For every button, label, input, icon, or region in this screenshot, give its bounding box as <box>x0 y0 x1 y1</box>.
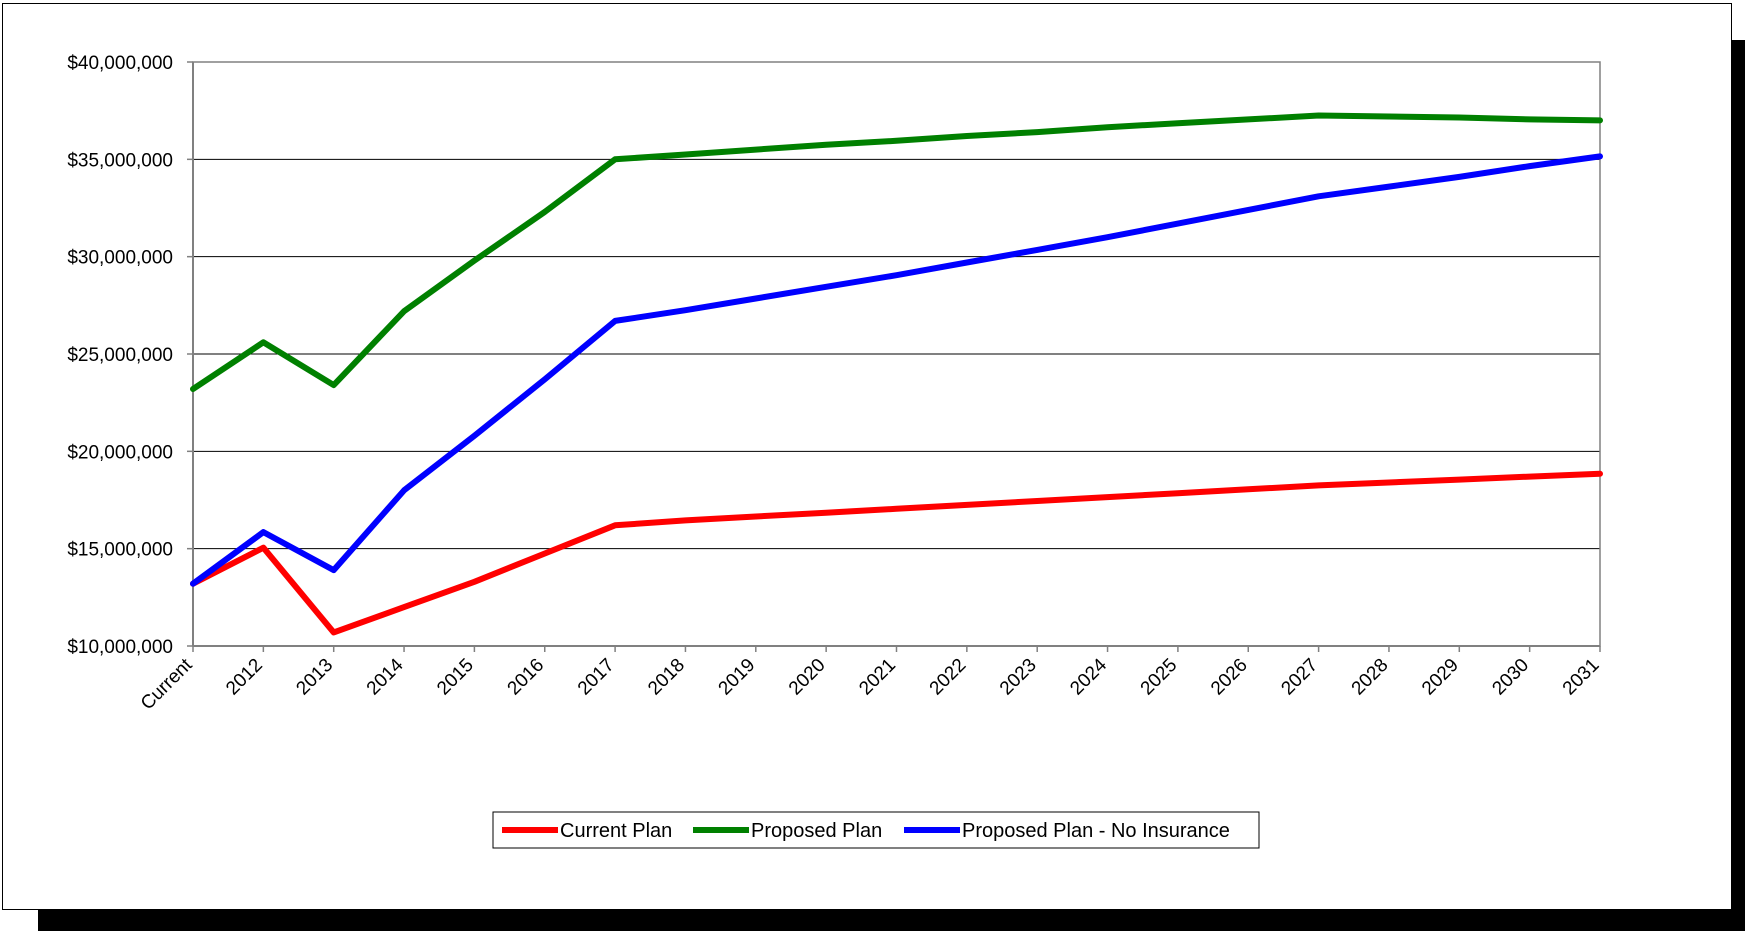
series-line-proposed-plan <box>190 112 1603 392</box>
x-tick-label: 2029 <box>1418 655 1463 700</box>
legend-box <box>492 811 1260 849</box>
x-axis-ticks: Current 2012 2013 2014 2015 2016 2017 2018 2019 2… <box>137 646 1604 714</box>
legend-label: Proposed Plan <box>751 820 882 842</box>
legend: Current Plan Proposed Plan Proposed Plan -… <box>492 811 1260 849</box>
y-axis-ticks: $10,000,000 $15,000,000 $20,000,000 $25,000… <box>67 53 193 658</box>
x-tick-label: 2030 <box>1488 655 1533 700</box>
series-lines <box>190 112 1603 636</box>
chart-frame <box>2 3 1732 910</box>
y-tick-label: $25,000,000 <box>67 345 173 366</box>
legend-label: Current Plan <box>560 820 672 842</box>
x-tick-label: 2028 <box>1348 655 1393 700</box>
series-line-current-plan <box>190 470 1603 636</box>
x-tick-label: 2026 <box>1207 655 1252 700</box>
x-tick-label: 2019 <box>715 655 760 700</box>
x-tick-label: 2025 <box>1137 655 1182 700</box>
y-tick-label: $15,000,000 <box>67 540 173 561</box>
y-tick-label: $30,000,000 <box>67 248 173 269</box>
x-tick-label: 2022 <box>926 655 971 700</box>
x-tick-label: 2018 <box>644 655 689 700</box>
x-tick-label: 2024 <box>1066 654 1111 699</box>
y-tick-label: $20,000,000 <box>67 442 173 463</box>
x-tick-label: 2023 <box>996 655 1041 700</box>
x-tick-label: 2016 <box>504 655 549 700</box>
x-tick-label: 2014 <box>363 654 408 699</box>
x-tick-label: 2021 <box>855 655 900 700</box>
x-tick-label: 2013 <box>292 655 337 700</box>
x-tick-label: 2027 <box>1277 655 1322 700</box>
y-tick-label: $10,000,000 <box>67 637 173 658</box>
x-tick-label: 2020 <box>785 655 830 700</box>
gridlines <box>193 61 1600 550</box>
y-tick-label: $40,000,000 <box>67 53 173 74</box>
series-line-proposed-plan-no-insurance <box>190 153 1603 587</box>
y-tick-label: $35,000,000 <box>67 150 173 171</box>
x-tick-label: 2017 <box>574 655 619 700</box>
legend-label: Proposed Plan - No Insurance <box>962 820 1230 842</box>
x-tick-label: 2031 <box>1559 655 1604 700</box>
x-tick-label: 2015 <box>433 655 478 700</box>
x-tick-label: 2012 <box>222 655 267 700</box>
x-tick-label: Current <box>137 654 197 714</box>
